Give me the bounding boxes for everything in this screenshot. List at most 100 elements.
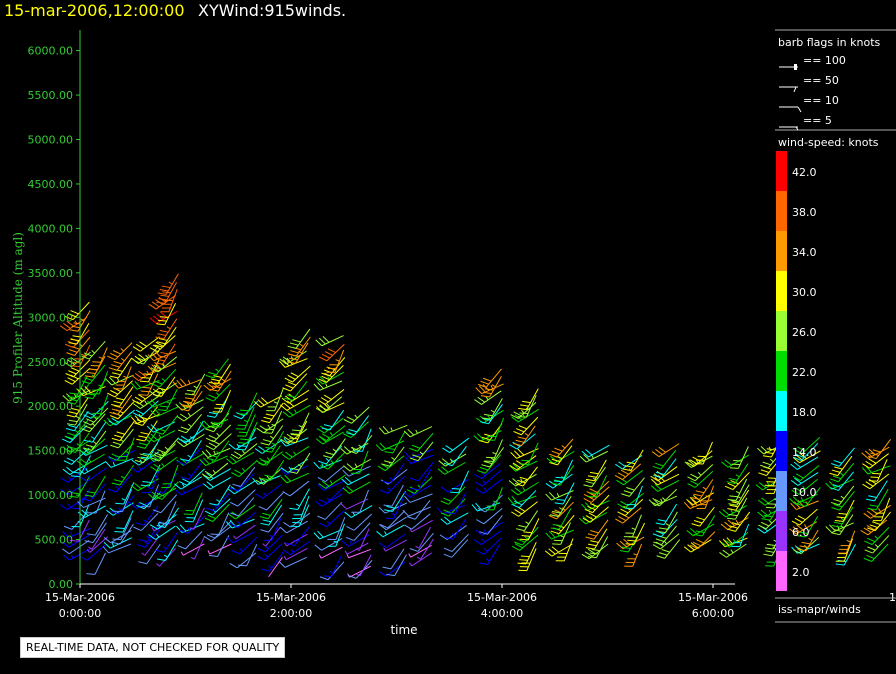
wind-barb [444,518,467,540]
wind-barb [581,444,610,458]
wind-barb [831,514,854,536]
wind-barb [382,548,405,570]
wind-barb [290,504,310,528]
wind-barb [206,440,230,461]
wind-barb [515,510,539,532]
wind-barb [867,488,889,511]
y-tick-label: 2500.00 [28,356,74,369]
wind-barb [87,490,106,514]
wind-barb [476,537,502,555]
wind-barb [111,523,134,545]
wind-barb [409,552,433,567]
wind-barb [863,543,889,562]
wind-barb [236,428,257,451]
wind-barb [154,343,176,365]
wind-barb [208,363,231,385]
speed-legend-item: 2.0 [776,551,810,591]
wind-barb [181,384,202,407]
wind-barb [511,534,539,551]
wind-barb [727,478,748,501]
wind-barb [138,543,161,565]
wind-barb [861,465,891,475]
wind-barb [83,430,107,451]
wind-barb [230,443,258,459]
y-tick-label: 5000.00 [28,134,74,147]
wind-barb [141,470,160,494]
wind-barb [473,530,502,545]
wind-barb [508,473,537,487]
y-tick-label: 0.00 [49,578,74,591]
wind-barb [154,437,179,457]
wind-barb [625,485,643,509]
wind-barb [655,503,678,526]
wind-barb [721,531,749,548]
wind-barb [585,519,609,540]
wind-barb [555,538,574,562]
wind-barb [440,478,469,493]
wind-barb [409,441,434,462]
wind-barb [348,434,373,454]
barb-legend-label: == 100 [803,54,846,67]
speed-swatch [776,271,787,311]
wind-barb [480,375,502,398]
wind-barb [79,544,106,561]
wind-barb [384,490,406,512]
speed-legend-item: 6.0 [776,511,810,551]
wind-barb [86,514,109,536]
wind-barb [319,343,345,362]
wind-barb [351,489,370,513]
wind-barb [114,510,134,533]
wind-barb [288,452,311,474]
wind-barb [313,380,343,391]
speed-legend-title: wind-speed: knots [778,136,879,149]
wind-barb [834,499,855,522]
wind-barb [416,538,434,560]
wind-barb [113,489,133,513]
wind-barb [260,512,284,533]
wind-barb [342,481,371,494]
wind-barb [205,424,232,443]
wind-barb [475,478,503,494]
wind-barb [183,420,204,443]
wind-barb [238,544,258,567]
x-tick-time: 4:00:00 [481,607,523,620]
wind-barb [174,483,203,496]
wind-barb [90,394,109,418]
wind-barb [209,484,231,506]
wind-barb [63,439,91,453]
wind-barb [623,514,642,538]
date-title: 15-mar-2006,12:00:00 [4,1,185,20]
axes-layer: 0.00 500.00 1000.00 1500.00 2000.00 2500.00 30… [11,30,896,637]
wind-barb [351,450,369,474]
wind-barb [579,450,608,463]
wind-barb [279,437,309,447]
wind-barb [830,462,855,483]
wind-barb [402,506,431,517]
speed-legend: 42.0 38.0 34.0 30.0 26.0 22.0 18.0 14.0 10.0 6.0 2… [776,151,817,591]
wind-barb [190,536,205,560]
wind-barb [830,485,855,506]
wind-barb [731,523,750,547]
barb-layer [59,273,891,581]
wind-barb [114,366,132,390]
wind-barb [86,552,107,575]
wind-barb [136,420,158,442]
wind-barb [77,461,106,475]
wind-barb [583,466,606,488]
wind-barb [691,479,714,500]
wind-barb [314,537,343,551]
wind-barb [519,442,539,465]
wind-barb [696,485,715,509]
wind-barb [157,389,178,412]
barb-legend-label: == 10 [803,94,839,107]
speed-legend-item: 42.0 [776,151,817,191]
x-axis-label: time [390,623,417,637]
wind-barb [446,492,467,515]
wind-barb [342,465,371,477]
wind-barb [212,389,232,413]
wind-barb [102,543,132,554]
wind-barb [346,513,373,531]
wind-barb [581,543,609,560]
wind-barb [260,425,284,446]
wind-barb [203,476,232,490]
